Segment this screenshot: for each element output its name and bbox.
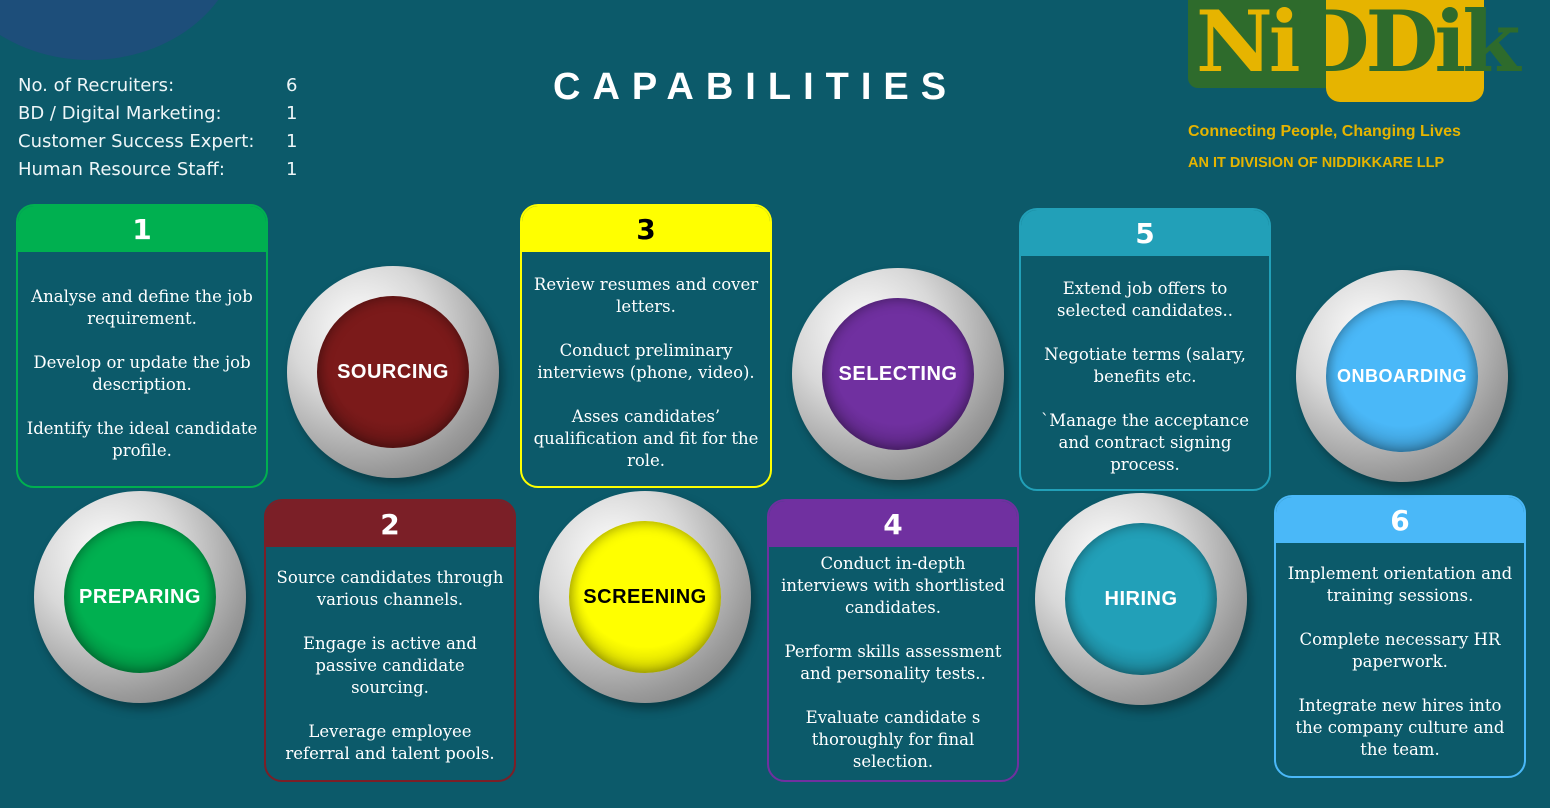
- step-line: Review resumes and cover letters.: [533, 275, 759, 316]
- stage-label: ONBOARDING: [1326, 300, 1478, 452]
- tagline: Connecting People, Changing Lives: [1188, 123, 1461, 140]
- stage-circle-selecting: SELECTING: [792, 268, 1004, 480]
- stat-row: No. of Recruiters: 6: [18, 72, 297, 100]
- step-line: Source candidates through various channe…: [276, 568, 504, 609]
- step-description: Source candidates through various channe…: [266, 547, 514, 765]
- step-description: Implement orientation and training sessi…: [1276, 543, 1524, 761]
- stage-label: SOURCING: [317, 296, 469, 448]
- step-card-5: 5 Extend job offers to selected candidat…: [1019, 208, 1271, 491]
- logo-part-mid: D: [1296, 0, 1370, 91]
- step-number: 3: [522, 206, 770, 252]
- step-line: Integrate new hires into the company cul…: [1295, 696, 1505, 759]
- step-number: 1: [18, 206, 266, 252]
- division-text: AN IT DIVISION OF NIDDIKKARE LLP: [1188, 155, 1445, 171]
- stage-circle-onboarding: ONBOARDING: [1296, 270, 1508, 482]
- corner-decoration: [0, 0, 240, 60]
- stage-circle-screening: SCREENING: [539, 491, 751, 703]
- stage-label: SCREENING: [569, 521, 721, 673]
- stat-label: No. of Recruiters:: [18, 75, 175, 96]
- step-number: 4: [769, 501, 1017, 547]
- step-line: Evaluate candidate s thoroughly for fina…: [805, 708, 981, 771]
- step-card-3: 3 Review resumes and cover letters. Cond…: [520, 204, 772, 488]
- logo-green-panel: [1188, 0, 1338, 88]
- step-description: Conduct in-depth interviews with shortli…: [769, 547, 1017, 773]
- stage-label: SELECTING: [822, 298, 974, 450]
- stat-row: BD / Digital Marketing: 1: [18, 100, 297, 128]
- step-card-6: 6 Implement orientation and training ses…: [1274, 495, 1526, 778]
- stat-value: 1: [286, 103, 298, 124]
- step-line: Asses candidates’ qualification and fit …: [533, 407, 759, 470]
- stat-value: 1: [286, 159, 298, 180]
- step-number: 2: [266, 501, 514, 547]
- stat-label: BD / Digital Marketing:: [18, 103, 222, 124]
- stat-label: Customer Success Expert:: [18, 131, 255, 152]
- step-description: Review resumes and cover letters. Conduc…: [522, 252, 770, 472]
- stat-row: Customer Success Expert: 1: [18, 128, 297, 156]
- step-line: Conduct preliminary interviews (phone, v…: [537, 341, 755, 382]
- step-description: Extend job offers to selected candidates…: [1021, 256, 1269, 476]
- logo-part-a: Ni: [1196, 0, 1301, 91]
- stat-row: Human Resource Staff: 1: [18, 156, 297, 184]
- step-line: Leverage employee referral and talent po…: [285, 722, 495, 763]
- step-line: Engage is active and passive candidate s…: [303, 634, 477, 697]
- step-line: Negotiate terms (salary, benefits etc.: [1044, 345, 1246, 386]
- stage-circle-sourcing: SOURCING: [287, 266, 499, 478]
- team-stats: No. of Recruiters: 6 BD / Digital Marketi…: [18, 72, 297, 184]
- step-line: Conduct in-depth interviews with shortli…: [781, 554, 1005, 617]
- step-number: 5: [1021, 210, 1269, 256]
- step-number: 6: [1276, 497, 1524, 543]
- stage-label: PREPARING: [64, 521, 216, 673]
- step-line: Implement orientation and training sessi…: [1287, 564, 1513, 605]
- step-card-4: 4 Conduct in-depth interviews with short…: [767, 499, 1019, 782]
- logo-wordmark: NiDDik: [1196, 0, 1521, 91]
- stat-value: 6: [286, 75, 298, 96]
- logo-gold-panel: [1326, 0, 1484, 102]
- stage-circle-hiring: HIRING: [1035, 493, 1247, 705]
- stat-label: Human Resource Staff:: [18, 159, 225, 180]
- step-line: `Manage the acceptance and contract sign…: [1040, 411, 1250, 474]
- step-description: Analyse and define the job requirement. …: [18, 252, 266, 462]
- step-line: Perform skills assessment and personalit…: [784, 642, 1002, 683]
- step-card-1: 1 Analyse and define the job requirement…: [16, 204, 268, 488]
- company-logo: NiDDik: [1188, 0, 1521, 102]
- logo-part-b: Dik: [1365, 0, 1521, 91]
- step-card-2: 2 Source candidates through various chan…: [264, 499, 516, 782]
- stage-label: HIRING: [1065, 523, 1217, 675]
- step-line: Complete necessary HR paperwork.: [1299, 630, 1501, 671]
- page-title: CAPABILITIES: [553, 66, 959, 108]
- step-line: Extend job offers to selected candidates…: [1056, 279, 1233, 320]
- stat-value: 1: [286, 131, 298, 152]
- stage-circle-preparing: PREPARING: [34, 491, 246, 703]
- step-line: Develop or update the job description.: [33, 353, 251, 394]
- step-line: Analyse and define the job requirement.: [31, 287, 253, 328]
- step-line: Identify the ideal candidate profile.: [26, 419, 258, 460]
